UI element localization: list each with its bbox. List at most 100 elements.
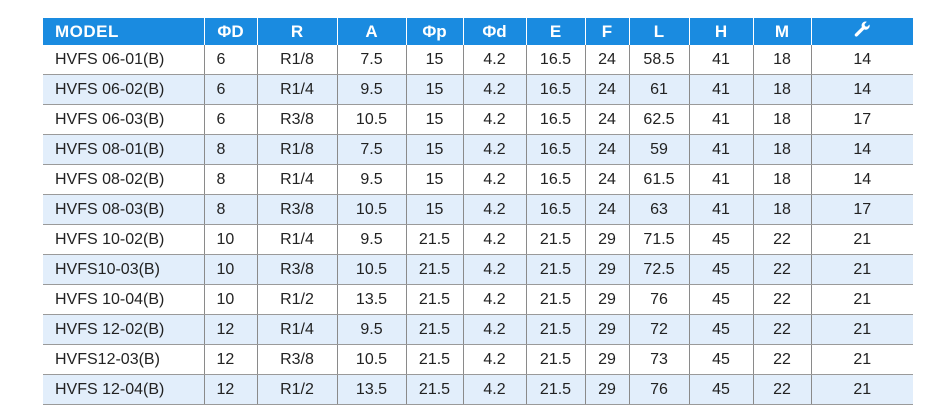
cell-r: R1/4 <box>257 164 338 195</box>
cell-l: 62.5 <box>629 104 690 135</box>
cell-model: HVFS12-03(B) <box>43 344 205 375</box>
cell-e: 21.5 <box>526 374 586 405</box>
header-row: MODEL ΦD R A Φp Φd E F L H M <box>43 18 913 45</box>
cell-r: R3/8 <box>257 194 338 225</box>
cell-wrench: 21 <box>811 314 913 345</box>
cell-m: 22 <box>753 254 812 285</box>
cell-od-small: 4.2 <box>463 254 527 285</box>
cell-m: 18 <box>753 194 812 225</box>
cell-l: 76 <box>629 284 690 315</box>
cell-model: HVFS 12-02(B) <box>43 314 205 345</box>
cell-r: R1/8 <box>257 134 338 165</box>
cell-a: 9.5 <box>337 314 407 345</box>
header-model: MODEL <box>43 18 205 45</box>
cell-m: 18 <box>753 45 812 75</box>
cell-e: 16.5 <box>526 164 586 195</box>
cell-model: HVFS10-03(B) <box>43 254 205 285</box>
cell-od: 6 <box>204 104 258 135</box>
cell-op: 21.5 <box>406 254 464 285</box>
cell-l: 72 <box>629 314 690 345</box>
table-row: HVFS 06-01(B) 6 R1/8 7.5 15 4.2 16.5 24 58.5 41 18… <box>43 45 913 75</box>
header-h: H <box>689 18 754 45</box>
cell-od: 10 <box>204 224 258 255</box>
cell-op: 15 <box>406 194 464 225</box>
cell-r: R1/2 <box>257 284 338 315</box>
cell-r: R1/2 <box>257 374 338 405</box>
cell-m: 18 <box>753 104 812 135</box>
cell-op: 21.5 <box>406 344 464 375</box>
table-row: HVFS12-03(B) 12 R3/8 10.5 21.5 4.2 21.5 29 73 45 2… <box>43 344 913 375</box>
cell-od: 8 <box>204 164 258 195</box>
header-a: A <box>337 18 407 45</box>
cell-r: R1/4 <box>257 224 338 255</box>
cell-a: 9.5 <box>337 74 407 105</box>
table-row: HVFS10-03(B) 10 R3/8 10.5 21.5 4.2 21.5 29 72.5 4… <box>43 254 913 285</box>
cell-h: 41 <box>689 134 754 165</box>
cell-model: HVFS 08-01(B) <box>43 134 205 165</box>
cell-l: 76 <box>629 374 690 405</box>
header-e: E <box>526 18 586 45</box>
cell-l: 58.5 <box>629 45 690 75</box>
cell-wrench: 14 <box>811 164 913 195</box>
cell-od: 12 <box>204 314 258 345</box>
cell-op: 21.5 <box>406 314 464 345</box>
table-row: HVFS 06-03(B) 6 R3/8 10.5 15 4.2 16.5 24 62.5 41 1… <box>43 104 913 135</box>
cell-wrench: 21 <box>811 254 913 285</box>
cell-wrench: 21 <box>811 344 913 375</box>
cell-f: 24 <box>585 164 630 195</box>
cell-od: 12 <box>204 374 258 405</box>
cell-h: 41 <box>689 164 754 195</box>
cell-m: 18 <box>753 134 812 165</box>
table-row: HVFS 06-02(B) 6 R1/4 9.5 15 4.2 16.5 24 61 41 18 14 <box>43 74 913 105</box>
cell-e: 16.5 <box>526 104 586 135</box>
header-op: Φp <box>406 18 464 45</box>
cell-a: 10.5 <box>337 104 407 135</box>
cell-od: 12 <box>204 344 258 375</box>
cell-od: 10 <box>204 254 258 285</box>
spec-table: MODEL ΦD R A Φp Φd E F L H M <box>43 18 913 405</box>
cell-f: 29 <box>585 344 630 375</box>
cell-f: 29 <box>585 314 630 345</box>
cell-m: 22 <box>753 284 812 315</box>
cell-e: 21.5 <box>526 254 586 285</box>
cell-model: HVFS 10-04(B) <box>43 284 205 315</box>
cell-a: 13.5 <box>337 374 407 405</box>
cell-h: 41 <box>689 74 754 105</box>
cell-r: R1/4 <box>257 74 338 105</box>
cell-l: 61 <box>629 74 690 105</box>
header-od: ΦD <box>204 18 258 45</box>
cell-h: 41 <box>689 45 754 75</box>
cell-od-small: 4.2 <box>463 224 527 255</box>
table-row: HVFS 08-03(B) 8 R3/8 10.5 15 4.2 16.5 24 63 41 18 1… <box>43 194 913 225</box>
cell-e: 16.5 <box>526 45 586 75</box>
spec-table-container: MODEL ΦD R A Φp Φd E F L H M <box>43 18 913 405</box>
cell-op: 15 <box>406 134 464 165</box>
cell-r: R1/4 <box>257 314 338 345</box>
cell-op: 15 <box>406 45 464 75</box>
cell-model: HVFS 10-02(B) <box>43 224 205 255</box>
cell-model: HVFS 12-04(B) <box>43 374 205 405</box>
cell-f: 24 <box>585 104 630 135</box>
cell-a: 10.5 <box>337 344 407 375</box>
wrench-icon <box>853 20 871 43</box>
cell-r: R1/8 <box>257 45 338 75</box>
cell-wrench: 14 <box>811 45 913 75</box>
cell-model: HVFS 06-02(B) <box>43 74 205 105</box>
cell-od-small: 4.2 <box>463 164 527 195</box>
cell-m: 22 <box>753 224 812 255</box>
table-row: HVFS 08-02(B) 8 R1/4 9.5 15 4.2 16.5 24 61.5 41 18… <box>43 164 913 195</box>
cell-h: 45 <box>689 224 754 255</box>
cell-od-small: 4.2 <box>463 104 527 135</box>
cell-m: 18 <box>753 164 812 195</box>
cell-r: R3/8 <box>257 344 338 375</box>
cell-e: 21.5 <box>526 344 586 375</box>
cell-m: 22 <box>753 314 812 345</box>
cell-m: 18 <box>753 74 812 105</box>
cell-r: R3/8 <box>257 254 338 285</box>
cell-od-small: 4.2 <box>463 284 527 315</box>
cell-a: 9.5 <box>337 224 407 255</box>
cell-e: 16.5 <box>526 134 586 165</box>
cell-wrench: 21 <box>811 374 913 405</box>
cell-wrench: 17 <box>811 104 913 135</box>
cell-f: 24 <box>585 194 630 225</box>
